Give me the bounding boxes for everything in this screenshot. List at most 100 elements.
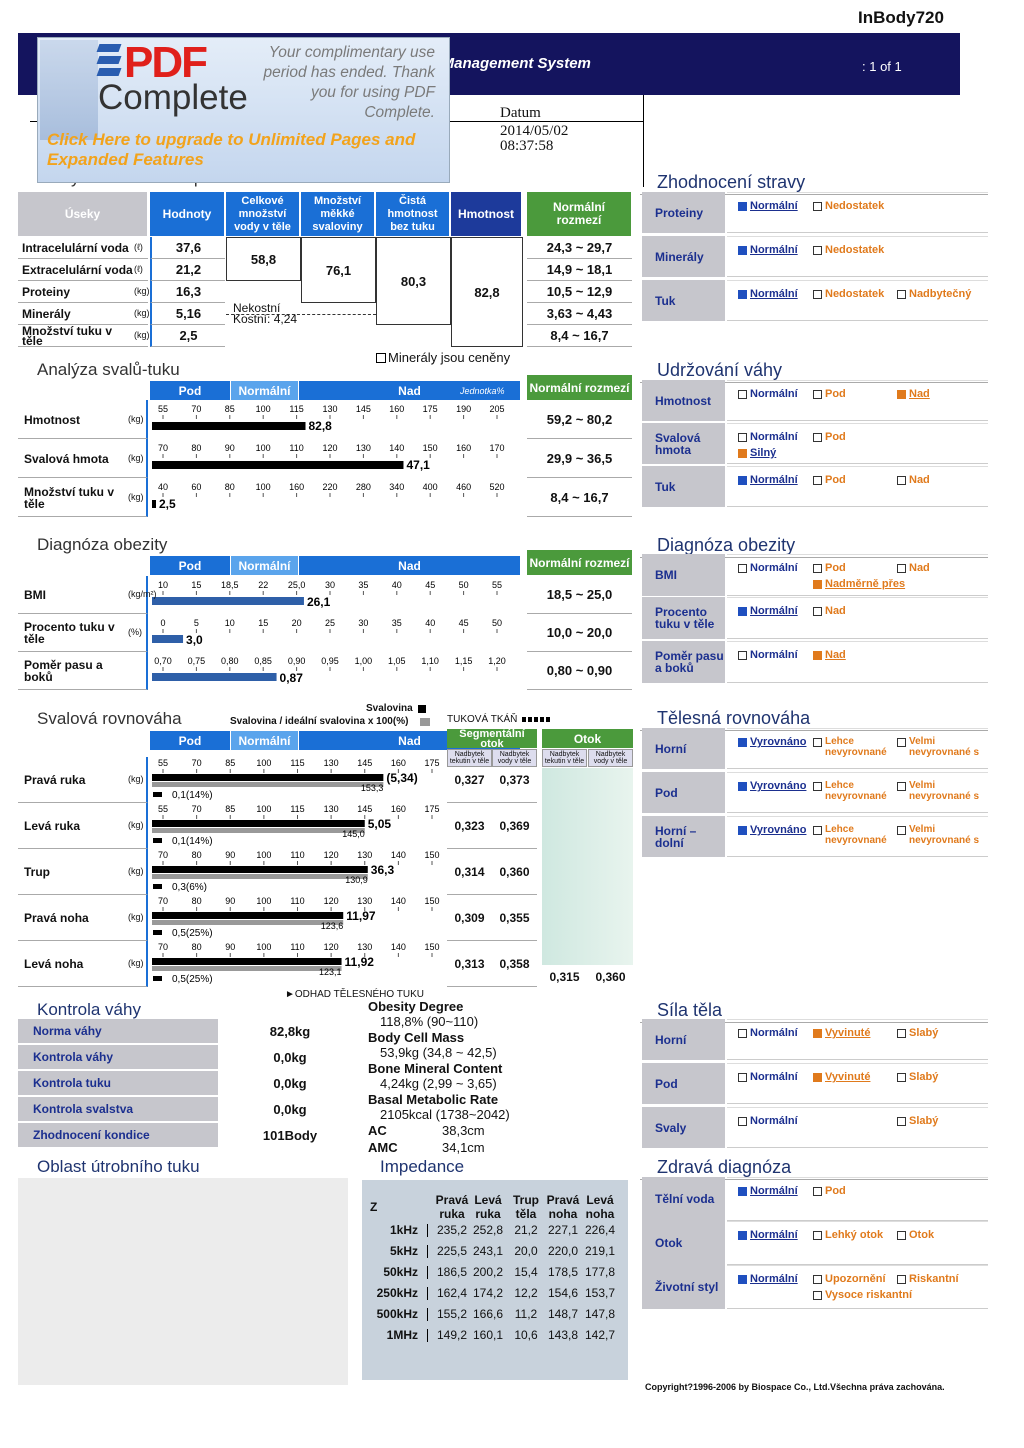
tick-label: 5 <box>194 618 199 628</box>
fat-label: 0,3(6%) <box>172 882 207 893</box>
tick-label: 130 <box>324 804 339 814</box>
option: Nad <box>825 649 846 661</box>
impedance-value: 186,5 <box>436 1265 468 1279</box>
option: Pod <box>825 388 846 400</box>
row-label-cell <box>18 259 148 281</box>
tick-label: 280 <box>356 482 371 492</box>
checkbox <box>897 1231 906 1240</box>
option-area <box>727 236 988 277</box>
time: 08:37:58 <box>500 138 554 154</box>
tick-label: 10 <box>225 618 235 628</box>
checkbox <box>738 564 747 573</box>
legend-ratio: Svalovina / ideální svalovina x 100(%) <box>230 716 409 727</box>
option: Lehce nevyrovnané <box>825 736 887 758</box>
tick-label: 160 <box>289 482 304 492</box>
range-header: Normální rozmezí <box>527 550 632 575</box>
checkbox <box>813 607 822 616</box>
tick-label: 0 <box>160 618 165 628</box>
ratio-bar <box>152 920 344 925</box>
tick-label: 70 <box>158 942 168 952</box>
legend-swatch <box>522 717 550 722</box>
section-title: Analýza svalů-tuku <box>37 360 180 379</box>
value-cell: 37,6 <box>150 237 225 259</box>
label-cell: Kontrola váhy <box>18 1045 218 1069</box>
impedance-value: 225,5 <box>436 1244 468 1258</box>
edema-value: 0,358 <box>492 941 537 987</box>
tick-label: 30 <box>325 580 335 590</box>
impedance-value: 15,4 <box>514 1265 538 1279</box>
impedance-header: Pravá ruka <box>435 1193 469 1221</box>
row-label: Proteiny <box>22 285 71 299</box>
edema-subheader: Nadbytek vody v těle <box>492 749 537 767</box>
row-label: Procento tuku v těle <box>24 620 115 646</box>
otok-value: 0,315 <box>549 970 580 984</box>
frequency: 5kHz <box>389 1244 418 1258</box>
fat-label: 0,5(25%) <box>172 974 213 985</box>
tick-label: 1,15 <box>455 656 473 666</box>
edema-subheader: Nadbytek tekutin v těle <box>447 749 492 767</box>
option: Vysoce riskantní <box>825 1289 913 1301</box>
label-cell: Kontrola svalstva <box>18 1097 218 1121</box>
impedance-value: 178,5 <box>547 1265 579 1279</box>
research-value: 4,24kg (2,99 ~ 3,65) <box>380 1076 497 1091</box>
option-area <box>727 1019 988 1060</box>
value-label: 82,8 <box>309 419 333 433</box>
option: Slabý <box>909 1071 939 1083</box>
option: Nad <box>909 388 930 400</box>
frequency: 500kHz <box>376 1307 418 1321</box>
otok-subheader: Nadbytek vody v těle <box>588 749 633 767</box>
bar <box>152 958 342 965</box>
research-name: Obesity Degree <box>368 999 464 1014</box>
tick-label: 145 <box>357 758 372 768</box>
gauge-bg <box>542 768 633 965</box>
bar <box>152 866 368 873</box>
row-label-cell <box>18 757 148 803</box>
title-rule <box>640 1179 988 1180</box>
tick-label: 85 <box>225 404 235 414</box>
impedance-value: 11,2 <box>514 1307 538 1321</box>
fat-label: 0,1(14%) <box>172 836 213 847</box>
tick-label: 175 <box>423 404 438 414</box>
impedance-value: 166,6 <box>472 1307 504 1321</box>
tick-label: 70 <box>158 896 168 906</box>
option-area <box>727 1107 988 1148</box>
legend-swatch <box>420 718 430 726</box>
row-label: Trup <box>24 865 50 879</box>
row-label: Extracelulární voda <box>22 263 133 277</box>
impedance-header: Levá noha <box>585 1193 615 1221</box>
option: Normální <box>750 288 798 300</box>
impedance-value: 20,0 <box>514 1244 538 1258</box>
section-title: Zdravá diagnóza <box>657 1157 792 1177</box>
row-label-cell <box>18 614 148 652</box>
dashed-box <box>226 303 376 315</box>
ratio-bar <box>152 828 365 833</box>
option-area <box>727 772 988 813</box>
tick-label: 0,90 <box>288 656 306 666</box>
checkbox <box>897 564 906 573</box>
tick-label: 50 <box>459 580 469 590</box>
tick-label: 70 <box>192 804 202 814</box>
tick-label: 110 <box>290 942 304 952</box>
tick-label: 115 <box>289 404 303 414</box>
range-cell: 29,9 ~ 36,5 <box>527 439 632 478</box>
tick-label: 80 <box>192 896 202 906</box>
checkbox <box>738 476 747 485</box>
checkbox <box>813 1291 822 1300</box>
tick-label: 120 <box>322 443 337 453</box>
tick-label: 100 <box>256 404 271 414</box>
value-label: 2,5 <box>159 497 176 511</box>
value-cell: 0,0kg <box>273 1101 307 1117</box>
option-area <box>727 1063 988 1104</box>
tick-label: 1,05 <box>388 656 406 666</box>
frequency: 1kHz <box>389 1223 418 1237</box>
row-unit: (kg) <box>128 491 144 502</box>
tick-label: 15 <box>258 618 268 628</box>
edema-value: 0,313 <box>447 941 492 987</box>
tick-label: 55 <box>158 758 168 768</box>
checkbox <box>738 290 747 299</box>
label-cell: Procento tuku v těle <box>642 597 725 639</box>
promo-link[interactable]: Click Here to upgrade to Unlimited Pages… <box>47 130 416 169</box>
tick-label: 110 <box>289 443 303 453</box>
row-label: Intracelulární voda <box>22 241 129 255</box>
option: Normální <box>750 200 798 212</box>
